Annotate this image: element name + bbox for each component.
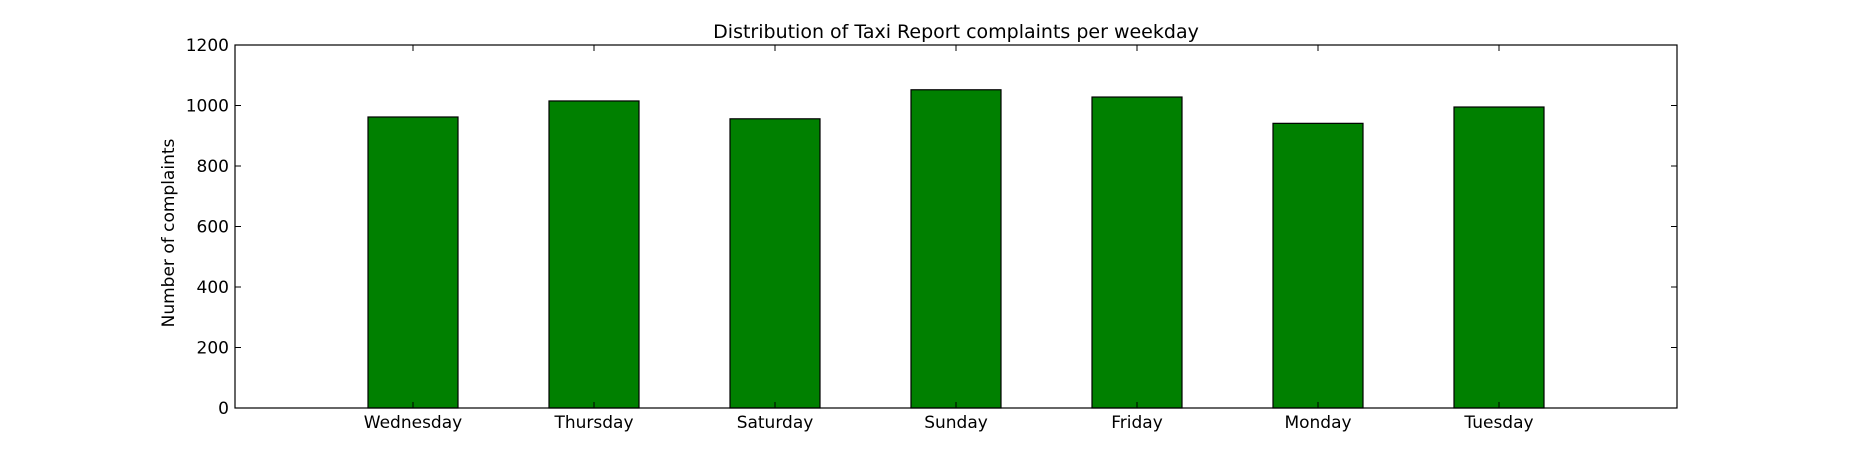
x-tick-label: Sunday (924, 413, 988, 433)
bar-saturday (729, 118, 821, 409)
bar-monday (1272, 122, 1364, 409)
bars-layer (367, 89, 1545, 409)
y-tick-label: 200 (197, 339, 229, 359)
bar-wednesday (367, 116, 459, 409)
plot-frame (234, 44, 1678, 409)
bar-sunday (910, 89, 1002, 409)
chart-title: Distribution of Taxi Report complaints p… (713, 21, 1199, 43)
x-tick-label: Monday (1284, 413, 1351, 433)
y-tick-label: 0 (218, 399, 229, 419)
bar-friday (1091, 96, 1183, 409)
bar-tuesday (1453, 106, 1545, 409)
x-tick-label: Friday (1111, 413, 1163, 433)
x-tick-label: Wednesday (364, 413, 462, 433)
y-axis-title: Number of complaints (159, 138, 179, 327)
x-tick-label: Tuesday (1463, 413, 1533, 433)
bar-thursday (548, 100, 640, 409)
y-tick-label: 1000 (186, 97, 229, 117)
y-tick-label: 1200 (186, 36, 229, 56)
y-tick-label: 800 (197, 157, 229, 177)
x-tick-label: Saturday (737, 413, 814, 433)
ticks-layer: Wednesday Thursday Saturday Sunday Friday Mon… (186, 36, 1677, 433)
y-tick-label: 400 (197, 278, 229, 298)
y-tick-label: 600 (197, 218, 229, 238)
x-tick-label: Thursday (553, 413, 633, 433)
